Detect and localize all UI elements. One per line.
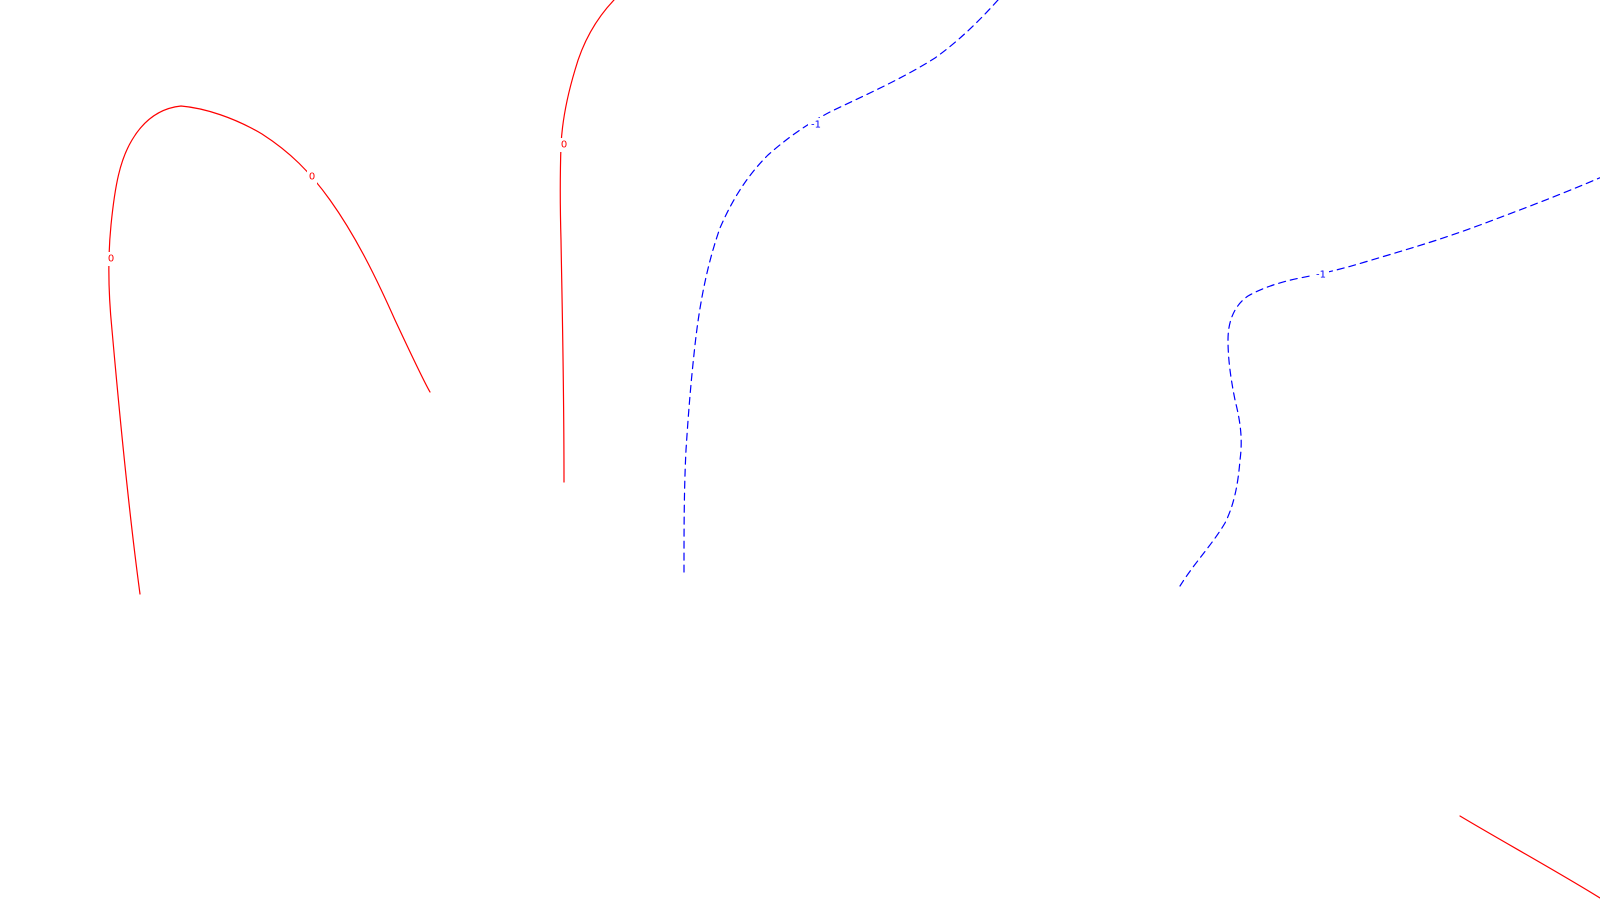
contour-line-neg-one-right bbox=[1179, 177, 1600, 587]
contour-label-text: 0 bbox=[309, 172, 315, 183]
contour-label-zero-1: 0 bbox=[106, 252, 116, 266]
contour-label-neg-one-1: -1 bbox=[808, 118, 824, 132]
contour-line-neg-one-left bbox=[683, 0, 999, 573]
contour-label-neg-one-2: -1 bbox=[1313, 268, 1329, 282]
contour-line-zero-corner bbox=[1459, 815, 1600, 899]
contour-line-zero-arch bbox=[108, 105, 431, 595]
contour-line-zero-vertical bbox=[559, 0, 615, 483]
contour-label-zero-3: 0 bbox=[559, 138, 569, 152]
contour-label-text: -1 bbox=[1316, 270, 1326, 281]
contour-label-zero-2: 0 bbox=[307, 170, 317, 184]
contour-label-text: -1 bbox=[811, 120, 821, 131]
contour-labels: 0 0 0 -1 -1 bbox=[106, 118, 1329, 282]
contour-label-text: 0 bbox=[561, 140, 567, 151]
contour-label-text: 0 bbox=[108, 254, 114, 265]
contour-level-zero bbox=[108, 0, 1600, 899]
contour-level-neg-one bbox=[683, 0, 1600, 587]
